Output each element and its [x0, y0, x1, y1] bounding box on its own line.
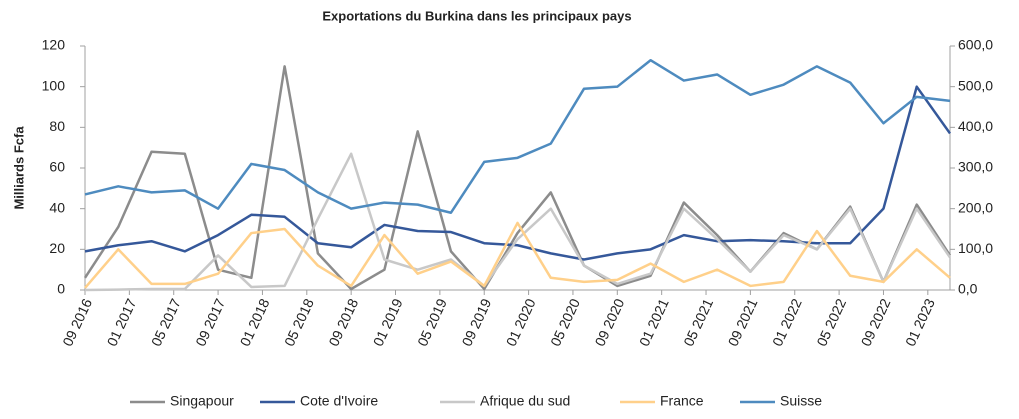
x-tick-label: 05 2019 [414, 296, 450, 349]
x-tick-label: 01 2022 [769, 296, 805, 349]
y2-tick-label: 400,0 [958, 118, 993, 134]
series-line [83, 65, 952, 291]
y-tick-label: 40 [49, 199, 65, 215]
x-tick-label: 09 2021 [725, 296, 761, 349]
x-tick-label: 01 2019 [370, 296, 406, 349]
legend-label: Singapour [170, 393, 234, 409]
legend-label: France [660, 393, 704, 409]
y-tick-label: 80 [49, 118, 65, 134]
x-tick-label: 01 2018 [237, 296, 273, 349]
x-tick-label: 09 2019 [458, 296, 494, 349]
x-tick-label: 05 2018 [281, 296, 317, 349]
x-tick-label: 09 2020 [591, 296, 627, 349]
y2-tick-label: 0,0 [958, 281, 978, 297]
x-tick-label: 09 2017 [192, 296, 228, 349]
series-line [84, 85, 952, 261]
x-tick-label: 01 2023 [902, 296, 938, 349]
x-tick-label: 05 2017 [148, 296, 184, 349]
y-axis-label: Milliards Fcfa [11, 126, 26, 210]
series-line [84, 58, 951, 214]
x-tick-label: 01 2017 [104, 296, 140, 349]
y2-tick-label: 600,0 [958, 37, 993, 53]
y-tick-label: 20 [49, 240, 65, 256]
y2-tick-label: 500,0 [958, 77, 993, 93]
legend-label: Cote d'Ivoire [300, 393, 378, 409]
y-tick-label: 0 [57, 281, 65, 297]
x-tick-label: 09 2018 [325, 296, 361, 349]
legend-label: Suisse [780, 393, 822, 409]
x-tick-label: 05 2022 [813, 296, 849, 349]
x-tick-label: 05 2021 [680, 296, 716, 349]
x-tick-label: 09 2022 [858, 296, 894, 349]
y2-tick-label: 300,0 [958, 159, 993, 175]
series-line [84, 221, 951, 289]
series-line [84, 152, 952, 292]
x-tick-label: 05 2020 [547, 296, 583, 349]
y2-tick-label: 200,0 [958, 199, 993, 215]
y-tick-label: 120 [42, 37, 66, 53]
y-tick-label: 60 [49, 159, 65, 175]
chart-title: Exportations du Burkina dans les princip… [322, 8, 631, 23]
x-tick-label: 01 2020 [503, 296, 539, 349]
y-tick-label: 100 [42, 77, 66, 93]
x-tick-label: 09 2016 [59, 296, 95, 349]
y2-tick-label: 100,0 [958, 240, 993, 256]
legend-label: Afrique du sud [480, 393, 570, 409]
x-tick-label: 01 2021 [636, 296, 672, 349]
